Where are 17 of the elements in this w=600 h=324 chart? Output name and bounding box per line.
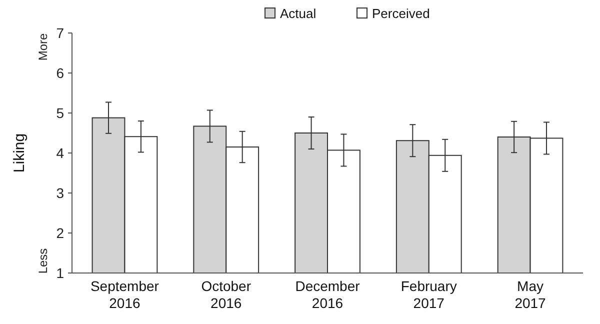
legend-label: Perceived	[372, 6, 430, 21]
y-tick-label: 1	[56, 264, 64, 281]
legend-label: Actual	[280, 6, 316, 21]
y-tick-label: 2	[56, 224, 64, 241]
y-tick-label: 7	[56, 24, 64, 41]
x-tick-label: December 2016	[295, 278, 360, 311]
text: More	[36, 33, 50, 61]
x-tick-label: October 2016	[201, 278, 252, 311]
y-tick-label: 3	[56, 184, 64, 201]
text: Less	[36, 248, 50, 274]
x-tick-label: September 2016	[90, 278, 160, 311]
y-tick-label: 6	[56, 64, 64, 81]
x-tick-label: February 2017	[400, 278, 457, 311]
y-axis-title: Liking	[11, 133, 28, 173]
y-tick-label: 4	[56, 144, 64, 161]
y-tick-label: 5	[56, 104, 64, 121]
x-tick-label: May 2017	[514, 278, 546, 311]
